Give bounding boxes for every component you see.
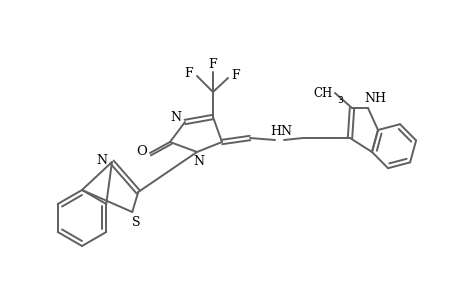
Text: F: F <box>231 68 240 82</box>
Text: N: N <box>193 154 204 167</box>
Text: F: F <box>184 67 193 80</box>
Text: N: N <box>96 154 107 166</box>
Text: 3: 3 <box>336 96 342 105</box>
Text: HN: HN <box>269 124 291 137</box>
Text: N: N <box>170 110 181 124</box>
Text: CH: CH <box>313 86 332 100</box>
Text: S: S <box>132 215 140 229</box>
Text: F: F <box>208 58 217 70</box>
Text: O: O <box>136 145 147 158</box>
Text: NH: NH <box>363 92 385 104</box>
